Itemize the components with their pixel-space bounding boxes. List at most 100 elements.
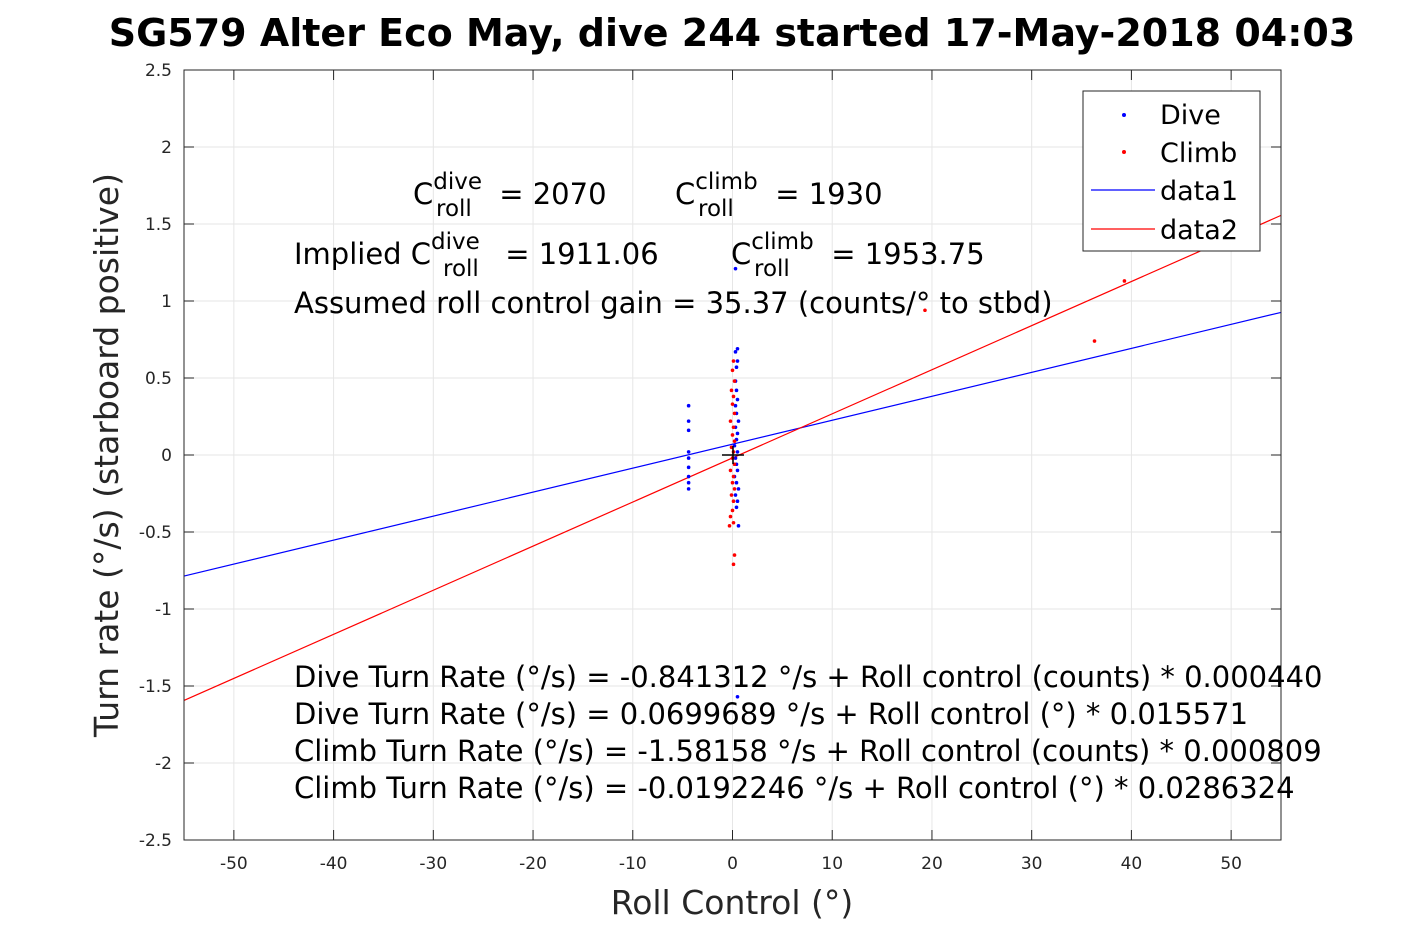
- y-tick-label: 1: [161, 292, 172, 312]
- dive-point: [735, 431, 740, 436]
- climb-point: [730, 508, 735, 513]
- y-tick-label: -1.5: [139, 677, 172, 697]
- y-tick-label: 2: [161, 138, 172, 158]
- legend-climb-marker: [1122, 150, 1126, 154]
- climb-point: [732, 379, 737, 383]
- y-tick-label: -2: [155, 754, 172, 774]
- x-tick-label: -20: [519, 854, 547, 874]
- data1-fit-line: [183, 311, 1282, 577]
- y-tick-label: 0: [161, 446, 172, 466]
- legend-climb-label: Climb: [1160, 138, 1237, 169]
- y-tick-label: 2.5: [145, 61, 172, 81]
- dive-point: [735, 499, 740, 504]
- dive-point: [733, 493, 738, 497]
- dive-point: [736, 524, 741, 528]
- y-axis-label: Turn rate (°/s) (starboard positive): [87, 173, 126, 738]
- x-tick-label: 20: [921, 854, 943, 874]
- dive-point: [686, 487, 691, 491]
- legend-data1-label: data1: [1160, 176, 1238, 207]
- y-tick-label: -0.5: [139, 523, 172, 543]
- climb-point: [731, 499, 736, 504]
- gain-annotation: Assumed roll control gain = 35.37 (count…: [294, 286, 1053, 320]
- dive-point: [735, 359, 740, 363]
- c-climb-prefix: C: [675, 177, 695, 211]
- c-climb-value: = 1930: [766, 177, 883, 211]
- dive-point: [686, 480, 691, 485]
- implied-climb-sup: climb: [751, 229, 813, 255]
- dive-point: [686, 456, 691, 460]
- implied-dive-sup: dive: [431, 229, 480, 255]
- dive-point: [734, 365, 739, 370]
- dive-point: [734, 388, 739, 393]
- origin-marker: [722, 446, 744, 464]
- dive-point: [736, 419, 741, 423]
- climb-point: [728, 468, 733, 473]
- climb-point: [728, 514, 733, 519]
- x-tick-label: -10: [619, 854, 647, 874]
- implied-climb-sub: roll: [754, 256, 790, 282]
- climb-point: [730, 402, 735, 406]
- climb-point: [732, 411, 737, 416]
- dive-point: [734, 505, 739, 510]
- climb-point: [729, 388, 734, 393]
- c-climb-sub: roll: [698, 196, 734, 222]
- dive-point: [733, 350, 738, 354]
- x-tick-label: 10: [821, 854, 843, 874]
- climb-point: [727, 524, 732, 528]
- equation-climb-degrees: Climb Turn Rate (°/s) = -0.0192246 °/s +…: [294, 771, 1295, 805]
- c-dive-prefix: C: [413, 177, 433, 211]
- y-tick-label: -1: [155, 600, 172, 620]
- dive-point: [686, 450, 691, 454]
- c-dive-sup: dive: [433, 169, 482, 195]
- x-tick-label: -40: [320, 854, 348, 874]
- x-tick-label: 50: [1220, 854, 1242, 874]
- climb-point: [730, 433, 735, 437]
- climb-point: [731, 562, 736, 567]
- climb-point: [731, 520, 736, 525]
- climb-point: [732, 487, 737, 491]
- dive-point: [735, 397, 740, 402]
- equation-dive-degrees: Dive Turn Rate (°/s) = 0.0699689 °/s + R…: [294, 697, 1248, 731]
- plot-frame: [183, 69, 1282, 841]
- dive-point: [686, 419, 691, 423]
- dive-point: [735, 468, 740, 473]
- x-tick-label: 30: [1021, 854, 1043, 874]
- implied-climb-annotation: Cclimb roll = 1953.75: [731, 229, 985, 282]
- climb-point: [731, 425, 736, 430]
- y-tick-label: -2.5: [139, 831, 172, 851]
- climb-point: [732, 439, 737, 443]
- implied-climb-prefix: C: [731, 237, 751, 271]
- implied-climb-value: = 1953.75: [822, 237, 985, 271]
- implied-dive-value: = 1911.06: [496, 237, 659, 271]
- climb-point: [729, 493, 734, 497]
- implied-dive-sub: roll: [443, 256, 479, 282]
- x-tick-label: -50: [220, 854, 248, 874]
- x-tick-label: 40: [1121, 854, 1143, 874]
- c-climb-annotation: Cclimb roll = 1930: [675, 169, 883, 222]
- implied-prefix: Implied C: [294, 237, 431, 271]
- y-tick-label: 1.5: [145, 215, 172, 235]
- climb-point: [1122, 279, 1127, 283]
- dive-point: [733, 403, 738, 408]
- climb-point: [923, 308, 927, 313]
- dive-point: [735, 450, 740, 454]
- c-climb-sup: climb: [695, 169, 757, 195]
- implied-dive-annotation: Implied Cdive roll = 1911.06: [294, 229, 659, 282]
- dive-point: [736, 487, 741, 491]
- chart-title: SG579 Alter Eco May, dive 244 started 17…: [109, 11, 1356, 55]
- dive-point: [686, 403, 691, 408]
- axis-ticks: -50 -40 -30 -20 -10 0 10 20 30 40 50 2.5 2 1.5 1 0.5 0 -0…: [139, 61, 1281, 874]
- x-tick-label: 0: [727, 854, 738, 874]
- climb-point: [731, 394, 736, 399]
- climb-point: [1092, 339, 1097, 343]
- dive-point: [686, 474, 691, 479]
- climb-point: [731, 474, 736, 479]
- dive-point: [735, 694, 740, 699]
- equation-climb-counts: Climb Turn Rate (°/s) = -1.58158 °/s + R…: [294, 734, 1322, 768]
- climb-point: [731, 359, 736, 363]
- data-points: [686, 266, 1127, 699]
- climb-point: [732, 553, 737, 557]
- c-dive-sub: roll: [436, 196, 472, 222]
